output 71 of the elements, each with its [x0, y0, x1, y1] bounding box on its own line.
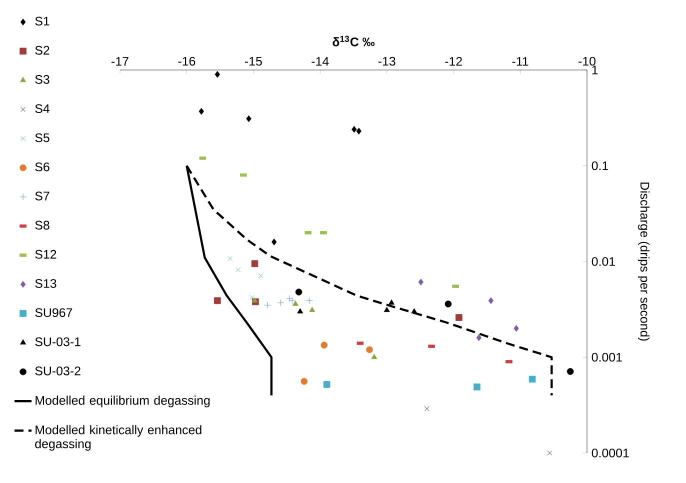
y-tick-label: 0.1 — [592, 161, 608, 170]
point — [476, 334, 482, 342]
point — [323, 381, 330, 388]
legend-label: Modelled equilibrium degassing — [36, 396, 210, 408]
point — [292, 300, 298, 306]
legend-label: S4 — [35, 104, 50, 114]
point — [444, 300, 452, 308]
legend-label: SU-03-2 — [35, 366, 80, 376]
point — [228, 256, 233, 262]
point — [300, 378, 308, 385]
y-tick-label: 0.0001 — [592, 448, 629, 458]
x-tick-label: -14 — [312, 57, 329, 66]
legend-label: S8 — [35, 220, 50, 230]
point — [295, 288, 302, 296]
x-tick-label: -15 — [244, 56, 262, 66]
point — [277, 299, 284, 306]
point — [252, 297, 258, 302]
point — [566, 368, 574, 375]
point — [309, 306, 316, 312]
y-tick-label: 0.01 — [592, 257, 615, 266]
point — [366, 346, 373, 354]
legend-label: SU967 — [35, 308, 72, 318]
point — [352, 126, 357, 133]
point — [384, 306, 390, 312]
x-tick-label: -17 — [112, 57, 128, 66]
point — [288, 297, 296, 304]
point — [456, 314, 462, 321]
legend-label: S5 — [35, 133, 50, 142]
point — [424, 406, 430, 412]
y-tick-label: 1 — [592, 66, 598, 74]
x-axis-title: δ$^{13}$C ‰ — [332, 36, 375, 46]
point — [528, 376, 536, 383]
point — [246, 115, 252, 122]
point — [250, 295, 255, 300]
point — [251, 260, 258, 268]
x-tick-label: -12 — [445, 56, 462, 66]
legend-label: S3 — [35, 75, 50, 84]
point — [474, 384, 480, 390]
point — [214, 70, 220, 78]
point — [258, 273, 264, 278]
x-tick-label: -10 — [578, 56, 596, 66]
point — [272, 238, 277, 246]
point — [356, 128, 362, 135]
y-axis-title: Discharge (drips per second) — [638, 182, 650, 341]
y-tick-label: 0.001 — [592, 352, 622, 362]
point — [198, 108, 204, 115]
point — [547, 450, 552, 456]
point — [411, 308, 418, 314]
point — [514, 325, 519, 332]
point — [371, 354, 378, 360]
point — [236, 267, 241, 272]
point — [488, 297, 494, 304]
legend-label: S7 — [35, 192, 50, 200]
legend-label: S13 — [35, 279, 56, 288]
x-tick-label: -13 — [378, 56, 396, 66]
legend-label: S2 — [35, 46, 50, 55]
x-tick-label: -16 — [178, 56, 196, 66]
point — [320, 342, 328, 348]
x-tick-label: -11 — [512, 57, 528, 66]
legend-label: S12 — [35, 250, 56, 259]
point — [388, 299, 394, 305]
point — [306, 297, 313, 304]
legend-label: S6 — [35, 162, 50, 172]
point — [214, 297, 221, 304]
point — [418, 278, 424, 286]
legend-label: S1 — [35, 16, 50, 26]
point — [286, 295, 293, 302]
point — [297, 308, 304, 314]
point — [264, 302, 271, 309]
legend-label: SU-03-1 — [35, 337, 80, 346]
legend-label: Modelled kinetically enhanced degassing — [35, 425, 202, 451]
